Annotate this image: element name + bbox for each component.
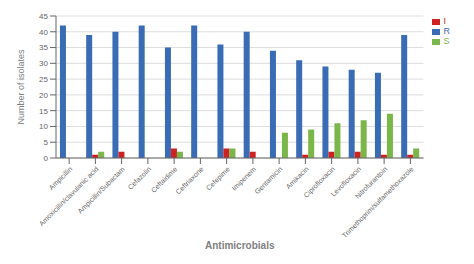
svg-text:Gentamicin: Gentamicin [253, 165, 283, 195]
html-text:S: S [443, 36, 450, 46]
svg-text:20: 20 [39, 91, 48, 100]
svg-text:0: 0 [44, 154, 49, 163]
svg-text:Imipenem: Imipenem [230, 165, 258, 192]
svg-text:Cefazolin: Cefazolin [127, 165, 153, 191]
svg-text:10: 10 [39, 122, 48, 131]
svg-text:Levofloxacin: Levofloxacin [329, 165, 363, 198]
svg-text:Amoxicillin/clavulanic acid: Amoxicillin/clavulanic acid [37, 165, 100, 228]
svg-text:Nitrofurantoin: Nitrofurantoin [353, 165, 389, 200]
svg-text:Ciprofloxacin: Ciprofloxacin [302, 165, 336, 199]
svg-text:30: 30 [39, 59, 48, 68]
html-text:I: I [443, 16, 446, 26]
svg-text:Antimicrobials: Antimicrobials [205, 240, 275, 251]
svg-text:Number of isolates: Number of isolates [16, 49, 26, 125]
svg-text:25: 25 [39, 75, 48, 84]
svg-text:Ceftaidime: Ceftaidime [149, 165, 179, 194]
svg-text:Cefepime: Cefepime [205, 165, 232, 192]
svg-text:Ampicillin: Ampicillin [47, 165, 74, 192]
svg-text:Trimethoprim/sulfamethoxazole: Trimethoprim/sulfamethoxazole [341, 165, 416, 240]
svg-text:45: 45 [39, 12, 48, 21]
html-text:R: R [443, 26, 450, 36]
svg-text:Amikacin: Amikacin [285, 165, 310, 190]
svg-text:40: 40 [39, 28, 48, 37]
svg-text:35: 35 [39, 43, 48, 52]
svg-text:Ampicillin/Subactam: Ampicillin/Subactam [76, 165, 126, 215]
svg-text:5: 5 [44, 138, 49, 147]
svg-text:Ceftriaxone: Ceftriaxone [174, 165, 204, 195]
svg-text:15: 15 [39, 107, 48, 116]
